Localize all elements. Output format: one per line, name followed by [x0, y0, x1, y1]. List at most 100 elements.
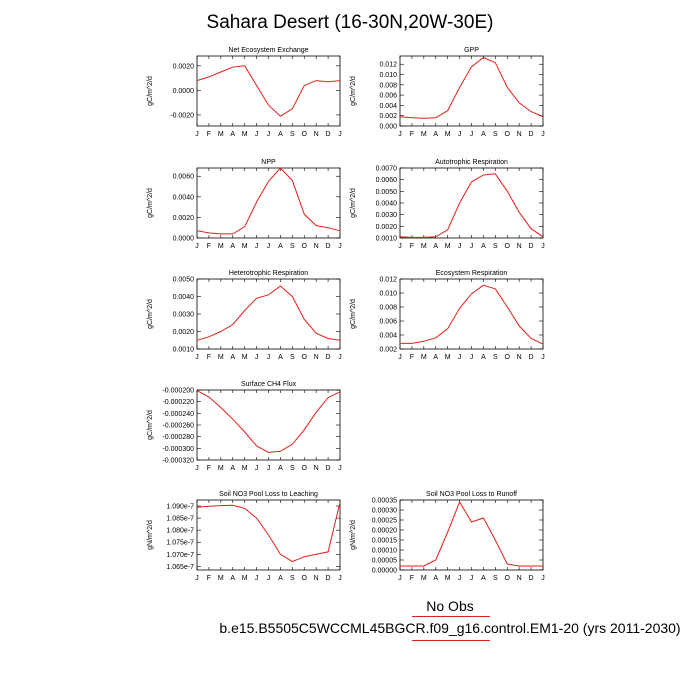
- x-tick-label: J: [470, 575, 474, 582]
- x-tick-label: J: [267, 465, 271, 472]
- x-tick-label: F: [410, 131, 414, 138]
- y-axis-label: gC/m^2/d: [147, 299, 154, 329]
- y-tick-label: 0.00030: [372, 508, 397, 515]
- x-tick-label: F: [207, 465, 211, 472]
- y-tick-label: -0.000320: [162, 458, 194, 465]
- series-line: [399, 56, 544, 119]
- x-tick-label: A: [433, 575, 438, 582]
- panel-title: Soil NO3 Pool Loss to Runoff: [426, 491, 517, 498]
- x-tick-label: A: [230, 575, 235, 582]
- x-tick-label: J: [267, 131, 271, 138]
- y-tick-label: 0.0010: [376, 236, 398, 243]
- x-tick-label: J: [458, 243, 462, 250]
- y-tick-label: 0.004: [379, 333, 397, 340]
- y-tick-label: 0.006: [379, 93, 397, 100]
- x-tick-label: M: [218, 131, 224, 138]
- panel-title: Surface CH4 Flux: [241, 381, 297, 388]
- y-axis-label: gN/m^2/d: [350, 520, 357, 550]
- x-tick-label: S: [290, 465, 295, 472]
- x-tick-label: N: [314, 131, 319, 138]
- x-tick-label: N: [517, 131, 522, 138]
- legend-model-label: b.e15.B5505C5WCCML45BGCR.f09_g16.control…: [219, 620, 681, 636]
- x-tick-label: J: [267, 243, 271, 250]
- x-tick-label: A: [278, 354, 283, 361]
- y-axis-label: gC/m^2/d: [350, 299, 357, 329]
- series-line: [399, 173, 544, 238]
- y-axis-label: gC/m^2/d: [147, 76, 154, 106]
- plot-frame: [196, 167, 341, 239]
- x-tick-label: D: [529, 575, 534, 582]
- x-tick-label: A: [481, 354, 486, 361]
- x-tick-label: S: [493, 575, 498, 582]
- y-tick-label: 0.002: [379, 347, 397, 354]
- y-tick-label: 0.0020: [173, 63, 195, 70]
- x-tick-label: D: [326, 243, 331, 250]
- x-tick-label: S: [290, 354, 295, 361]
- x-tick-label: M: [421, 575, 427, 582]
- x-tick-label: M: [218, 575, 224, 582]
- x-tick-label: J: [338, 354, 342, 361]
- panel-title: Heterotrophic Respiration: [229, 270, 308, 277]
- x-tick-label: J: [458, 354, 462, 361]
- y-tick-label: 0.008: [379, 82, 397, 89]
- x-tick-label: S: [493, 131, 498, 138]
- x-tick-label: A: [278, 131, 283, 138]
- y-tick-label: 0.000: [379, 124, 397, 131]
- x-tick-label: J: [338, 131, 342, 138]
- x-tick-label: M: [218, 243, 224, 250]
- x-tick-label: M: [421, 131, 427, 138]
- series-line: [196, 65, 341, 117]
- y-tick-label: 0.004: [379, 103, 397, 110]
- y-tick-label: 0.002: [379, 113, 397, 120]
- y-tick-label: 0.0000: [173, 236, 195, 243]
- x-tick-label: D: [326, 465, 331, 472]
- x-tick-label: J: [255, 575, 259, 582]
- chart-panel: Soil NO3 Pool Loss to Leaching gN/m^2/d J F…: [147, 491, 342, 582]
- x-tick-label: O: [505, 243, 511, 250]
- x-tick-label: N: [314, 243, 319, 250]
- x-tick-label: J: [195, 354, 199, 361]
- x-tick-label: A: [433, 354, 438, 361]
- legend-obs-line: [412, 616, 490, 617]
- x-tick-label: M: [445, 131, 451, 138]
- x-tick-label: A: [230, 243, 235, 250]
- x-tick-label: J: [195, 131, 199, 138]
- x-tick-label: F: [410, 354, 414, 361]
- x-tick-label: J: [255, 131, 259, 138]
- plot-frame: [399, 278, 544, 350]
- x-tick-label: F: [207, 575, 211, 582]
- x-tick-label: J: [255, 354, 259, 361]
- x-tick-label: S: [290, 575, 295, 582]
- x-tick-label: O: [302, 354, 308, 361]
- panel-title: Ecosystem Respiration: [436, 270, 508, 277]
- x-tick-label: J: [470, 131, 474, 138]
- y-tick-label: 1.090e-7: [166, 504, 194, 511]
- legend-obs-label: No Obs: [426, 598, 474, 614]
- x-tick-label: S: [290, 243, 295, 250]
- plot-frame: [196, 389, 341, 461]
- y-tick-label: -0.000300: [162, 446, 194, 453]
- x-tick-label: J: [338, 575, 342, 582]
- y-tick-label: 0.0030: [376, 212, 398, 219]
- x-tick-label: J: [338, 465, 342, 472]
- x-tick-label: M: [242, 465, 248, 472]
- x-tick-label: N: [314, 575, 319, 582]
- x-tick-label: M: [242, 131, 248, 138]
- x-tick-label: O: [505, 131, 511, 138]
- y-tick-label: 0.00035: [372, 498, 397, 505]
- x-tick-label: M: [242, 575, 248, 582]
- x-tick-label: J: [267, 575, 271, 582]
- x-tick-label: J: [398, 575, 402, 582]
- y-tick-label: 0.0020: [173, 329, 195, 336]
- y-tick-label: 0.0040: [173, 194, 195, 201]
- y-tick-label: 1.065e-7: [166, 564, 194, 571]
- x-tick-label: M: [445, 575, 451, 582]
- y-tick-label: -0.000220: [162, 399, 194, 406]
- x-tick-label: J: [541, 575, 545, 582]
- y-tick-label: 0.0050: [376, 189, 398, 196]
- x-tick-label: N: [517, 575, 522, 582]
